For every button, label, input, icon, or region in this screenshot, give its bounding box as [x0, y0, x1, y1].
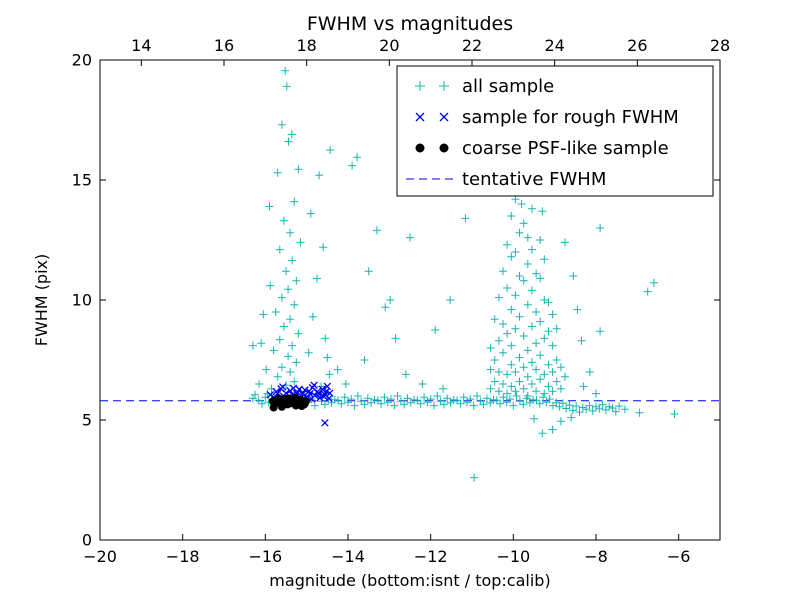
legend-label: coarse PSF-like sample	[462, 138, 669, 159]
legend-label: tentative FWHM	[462, 169, 606, 190]
chart-title: FWHM vs magnitudes	[307, 13, 513, 35]
legend-x-marker-icon	[415, 112, 425, 122]
x-top-tick-label: 20	[379, 36, 399, 55]
series-coarse-psf-like-sample	[268, 393, 310, 412]
x-tick-label: −8	[584, 547, 608, 566]
y-tick-label: 10	[72, 291, 92, 310]
y-tick-label: 15	[72, 171, 92, 190]
legend-plus-marker-icon	[415, 81, 425, 91]
legend-plus-marker-icon	[439, 81, 449, 91]
x-top-tick-label: 24	[544, 36, 564, 55]
y-tick-label: 0	[82, 531, 92, 550]
data-point	[274, 394, 283, 403]
x-top-tick-label: 26	[627, 36, 647, 55]
y-tick-label: 20	[72, 51, 92, 70]
y-axis-label: FWHM (pix)	[32, 254, 51, 347]
legend-label: sample for rough FWHM	[462, 107, 679, 128]
x-top-tick-label: 16	[214, 36, 234, 55]
x-axis-bottom: −20 −18 −16 −14 −12 −10 −8 −6	[83, 534, 690, 566]
x-axis-top: 14 16 18 20 22 24 26 28	[131, 36, 730, 66]
x-tick-label: −12	[414, 547, 448, 566]
legend-dot-marker-icon	[415, 143, 425, 153]
x-top-tick-label: 14	[131, 36, 151, 55]
legend-label: all sample	[462, 76, 554, 97]
legend-x-marker-icon	[439, 112, 449, 122]
data-point	[269, 403, 278, 412]
x-tick-label: −14	[331, 547, 365, 566]
data-point	[287, 397, 296, 406]
legend-dot-marker-icon	[439, 143, 449, 153]
y-tick-label: 5	[82, 411, 92, 430]
x-tick-label: −6	[667, 547, 691, 566]
x-top-tick-label: 22	[462, 36, 482, 55]
legend: all sample sample for rough FWHM coarse PS…	[396, 65, 714, 197]
x-tick-label: −18	[166, 547, 200, 566]
x-tick-label: −10	[496, 547, 530, 566]
data-point	[277, 402, 286, 411]
legend-box	[396, 65, 714, 197]
y-axis: 0 5 10 15 20	[72, 51, 720, 550]
data-point	[297, 402, 306, 411]
x-tick-label: −20	[83, 547, 117, 566]
x-top-tick-label: 18	[296, 36, 316, 55]
x-top-tick-label: 28	[710, 36, 730, 55]
x-tick-label: −16	[248, 547, 282, 566]
x-axis-label: magnitude (bottom:isnt / top:calib)	[269, 571, 550, 590]
